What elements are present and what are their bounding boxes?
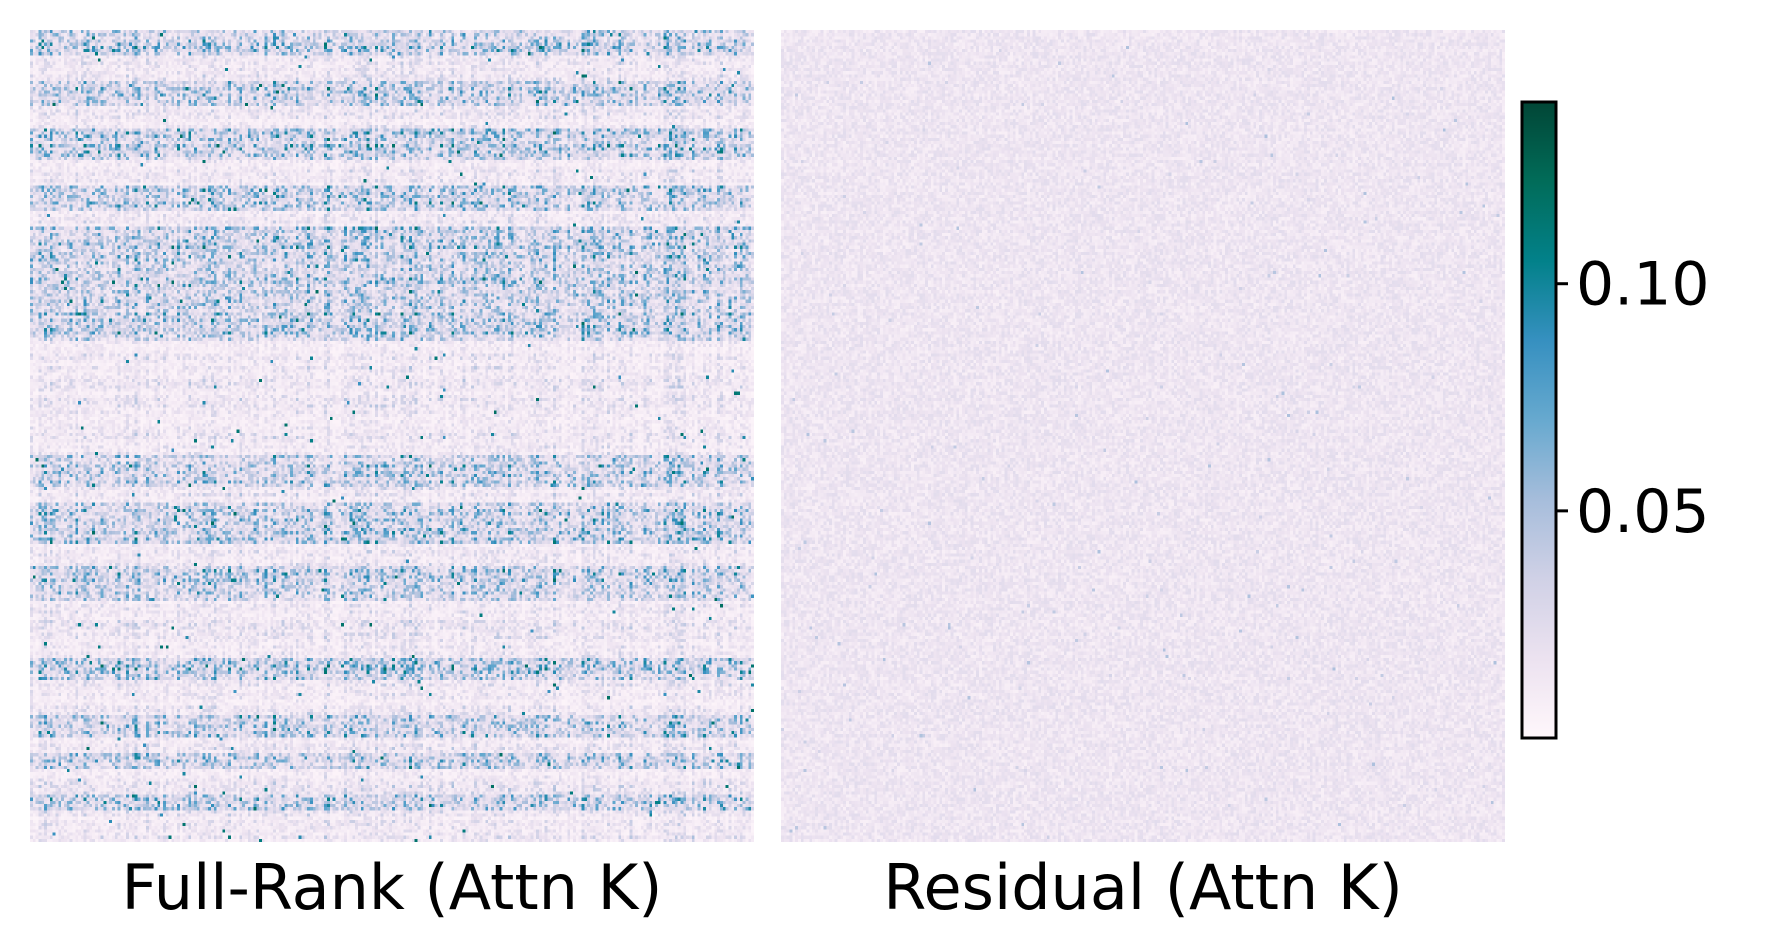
heatmap-residual — [781, 30, 1505, 842]
heatmap-full-rank — [30, 30, 754, 842]
colorbar-tick-label: 0.10 — [1576, 250, 1710, 320]
colorbar-gradient — [1520, 100, 1558, 740]
colorbar-tick-label: 0.05 — [1576, 477, 1710, 547]
panel-title-residual: Residual (Attn K) — [883, 851, 1403, 924]
colorbar: 0.05 0.10 — [1520, 100, 1710, 740]
panel-title-full-rank: Full-Rank (Attn K) — [121, 851, 663, 924]
